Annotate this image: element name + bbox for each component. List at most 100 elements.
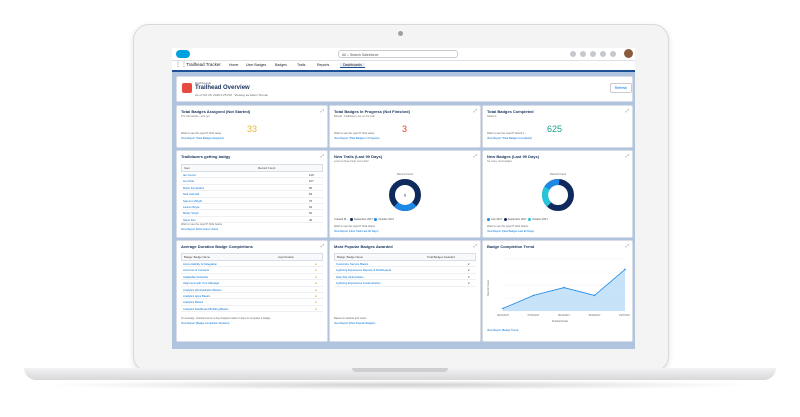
card-menu-icon[interactable]: ⤢ — [320, 243, 324, 248]
add-icon[interactable] — [580, 51, 586, 57]
legend-item[interactable]: September 2017 — [353, 218, 373, 222]
column-header-badge-name[interactable]: Badge: Badge Name — [337, 255, 363, 259]
row-name-link[interactable]: Lia Chan — [183, 179, 195, 184]
refresh-button[interactable]: Refresh — [610, 83, 632, 93]
view-report-link[interactable]: View Report (New Trails Last 90 Days) — [334, 230, 379, 233]
view-report-link[interactable]: View Report (New Badges Last 90 Days) — [487, 230, 535, 233]
card-menu-icon[interactable]: ⤢ — [625, 108, 629, 113]
view-report-link[interactable]: View Report (Badge Trend) — [487, 329, 519, 332]
card-menu-icon[interactable]: ⤢ — [473, 243, 477, 248]
table-row[interactable]: Alignment with Your Manager ■ — [181, 280, 323, 287]
setup-gear-icon[interactable] — [600, 51, 606, 57]
row-name-link[interactable]: Analytics Apps Basics — [183, 293, 211, 298]
row-name-link[interactable]: Analytics Administration Basics — [183, 287, 222, 292]
legend-item[interactable]: September 2017 — [507, 218, 527, 222]
favorites-icon[interactable] — [570, 51, 576, 57]
nav-item-home[interactable]: Home — [229, 63, 239, 67]
table-row[interactable]: Adaptable Networks ■ — [181, 274, 323, 281]
notifications-bell-icon[interactable] — [610, 51, 616, 57]
search-input[interactable]: All ⌕ Search Salesforce — [338, 50, 458, 58]
view-report-link[interactable]: View Report (Total Badges In Progress) — [334, 137, 380, 140]
table-row[interactable]: Samson Wright 76 — [181, 198, 323, 204]
view-report-link[interactable]: View Report (Total Badges Assigned) — [181, 137, 224, 140]
nav-item-user-badges[interactable]: User Badges — [246, 63, 267, 67]
donut-slice-october[interactable] — [542, 179, 574, 211]
table-row[interactable]: Steve Kim 40 — [181, 217, 323, 224]
card-menu-icon[interactable]: ⤢ — [473, 108, 477, 113]
badge-trend-area-chart[interactable]: Record Count Finished Date 06/21/2017 07/… — [485, 253, 630, 323]
row-name-link[interactable]: Mario Fernandez — [183, 185, 205, 190]
row-name-link[interactable]: Lauren Boyle — [183, 204, 200, 209]
nav-item-dashboards[interactable]: Dashboards — [340, 63, 365, 68]
table-row[interactable]: Nick Gazzelli 84 — [181, 191, 323, 198]
column-header-record-count[interactable]: Record Count — [258, 166, 276, 170]
column-header-total-awarded[interactable]: Total Badges Awarded — [427, 255, 455, 259]
trend-point[interactable] — [624, 268, 626, 271]
card-menu-icon[interactable]: ⤢ — [625, 243, 629, 248]
user-avatar[interactable] — [624, 49, 633, 58]
card-menu-icon[interactable]: ⤢ — [473, 153, 477, 158]
view-report-link[interactable]: View Report (Most Popular Badges) — [334, 322, 376, 325]
donut-slice-july[interactable] — [542, 179, 574, 211]
card-menu-icon[interactable]: ⤢ — [320, 108, 324, 113]
table-row[interactable]: Mindy Singh 52 — [181, 210, 323, 217]
row-name-link[interactable]: Accounts & Contacts — [183, 268, 209, 273]
row-name-link[interactable]: Steve Kim — [183, 217, 196, 222]
row-name-link[interactable]: Adaptable Networks — [183, 274, 209, 279]
table-row[interactable]: Accountability & Delegation ■ — [181, 261, 323, 268]
view-report-link[interactable]: View Report (Badge Completion Duration) — [181, 322, 230, 325]
table-row[interactable]: Ian Cortez 128 — [181, 172, 323, 179]
table-row[interactable]: Mario Fernandez 96 — [181, 185, 323, 192]
row-name-link[interactable]: Customize Service Basics — [336, 262, 369, 266]
row-name-link[interactable]: Help Site Optimization — [336, 274, 364, 279]
column-header-user[interactable]: User — [184, 166, 190, 170]
row-name-link[interactable]: Samson Wright — [183, 198, 203, 203]
trend-point[interactable] — [532, 294, 535, 297]
table-row[interactable]: Lightning Experience Reports & Dashboard… — [334, 267, 476, 274]
legend-item[interactable]: October 2017 — [378, 218, 395, 222]
search-scope[interactable]: All — [342, 53, 346, 57]
table-row[interactable]: Analytics Dashboard Building Basics ■ — [181, 306, 323, 313]
card-menu-icon[interactable]: ⤢ — [320, 153, 324, 158]
table-row[interactable]: Analytics Administration Basics ■ — [181, 287, 323, 293]
column-header-avg-duration[interactable]: Avg Duration — [278, 255, 295, 259]
help-icon[interactable] — [590, 51, 596, 57]
row-name-link[interactable]: Analytics Basics — [183, 300, 204, 305]
row-name-link[interactable]: Ian Cortez — [183, 173, 196, 177]
nav-item-reports[interactable]: Reports — [317, 63, 330, 67]
row-name-link[interactable]: Alignment with Your Manager — [183, 281, 220, 286]
row-name-link[interactable]: Nick Gazzelli — [183, 192, 200, 197]
nav-item-trails[interactable]: Trails — [297, 63, 306, 67]
legend-item[interactable]: October 2017 — [532, 218, 548, 222]
trend-point[interactable] — [593, 294, 596, 297]
view-report-link[interactable]: View Report (Total Badges Completed) — [487, 137, 532, 140]
trend-point[interactable] — [502, 307, 504, 310]
table-row[interactable]: Customize Service Basics 2 — [334, 261, 476, 268]
legend-item[interactable]: July 2017 — [491, 218, 503, 222]
new-trails-donut-chart[interactable]: Record Count 6 — [385, 171, 425, 216]
view-report-link[interactable]: View Report (Most Active Users) — [181, 228, 219, 231]
column-header-badge-name[interactable]: Badge: Badge Name — [184, 255, 210, 259]
new-badges-donut-chart[interactable]: Record Count — [538, 171, 578, 216]
row-name-link[interactable]: Lightning Experience Reports & Dashboard… — [336, 268, 392, 273]
table-row[interactable]: Lia Chan 107 — [181, 178, 323, 185]
card-title: New Trails (Last 90 Days) — [334, 154, 383, 159]
table-row[interactable]: Lightning Experience Customization 2 — [334, 280, 476, 287]
row-name-link[interactable]: Lightning Experience Customization — [336, 281, 381, 286]
row-name-link[interactable]: Analytics Dashboard Building Basics — [183, 306, 229, 311]
trend-point[interactable] — [563, 286, 565, 289]
table-row[interactable]: Help Site Optimization 2 — [334, 274, 476, 281]
row-name-link[interactable]: Accountability & Delegation — [183, 262, 218, 266]
salesforce-logo-icon[interactable] — [176, 50, 190, 58]
table-row[interactable]: Lauren Boyle 64 — [181, 204, 323, 211]
card-menu-icon[interactable]: ⤢ — [625, 153, 629, 158]
nav-item-badges[interactable]: Badges — [275, 63, 287, 67]
trend-area[interactable] — [503, 269, 625, 311]
row-name-link[interactable]: Mindy Singh — [183, 211, 199, 216]
app-launcher-icon[interactable]: ⋮⋮ — [175, 62, 187, 68]
row-value: 40 — [309, 217, 313, 222]
table-row[interactable]: Analytics Apps Basics ■ — [181, 293, 323, 300]
table-row[interactable]: Accounts & Contacts ■ — [181, 267, 323, 274]
donut-slice-october[interactable] — [389, 179, 421, 211]
table-row[interactable]: Analytics Basics ■ — [181, 299, 323, 306]
